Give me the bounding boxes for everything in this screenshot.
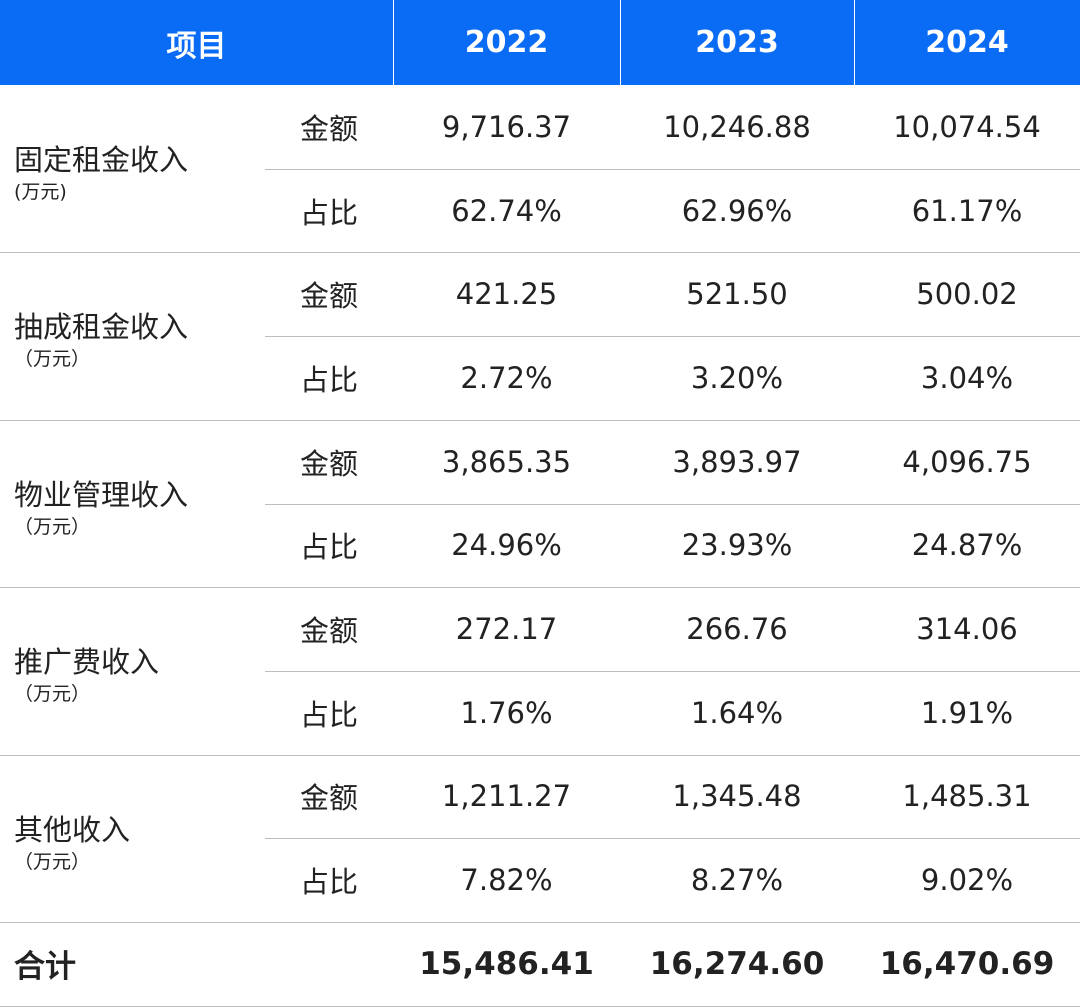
total-value: 16,274.60	[649, 945, 825, 982]
header-divider	[393, 0, 394, 85]
value-cell: 2.72%	[460, 360, 553, 395]
value-cell: 9,716.37	[441, 109, 572, 144]
metric-label: 金额	[299, 781, 358, 816]
value-cell: 421.25	[455, 277, 558, 312]
value-cell: 4,096.75	[902, 444, 1032, 479]
value-cell: 24.87%	[911, 528, 1023, 563]
value-cell: 62.74%	[451, 193, 562, 228]
metric-label: 占比	[299, 697, 358, 732]
value-cell: 314.06	[916, 612, 1018, 647]
value-cell: 3.20%	[690, 360, 784, 395]
metric-label: 金额	[299, 614, 358, 649]
group-unit: （万元）	[14, 515, 91, 538]
group-label: 推广费收入	[14, 645, 160, 680]
value-cell: 24.96%	[451, 528, 562, 563]
group-divider	[0, 252, 1080, 254]
group-unit: （万元）	[14, 850, 91, 873]
group-divider	[0, 587, 1080, 589]
row-divider	[265, 336, 1080, 338]
value-cell: 3,893.97	[672, 444, 802, 479]
group-divider	[0, 922, 1080, 923]
total-value: 16,470.69	[879, 945, 1055, 982]
group-unit: （万元）	[14, 683, 91, 706]
bottom-border	[0, 1005, 1080, 1007]
value-cell: 1,211.27	[441, 779, 572, 814]
group-label: 固定租金收入	[14, 143, 189, 177]
group-divider	[0, 754, 1080, 756]
value-cell: 500.02	[916, 277, 1018, 312]
value-cell: 1.91%	[920, 695, 1014, 730]
header-divider	[620, 0, 621, 85]
value-cell: 3,865.35	[441, 444, 572, 479]
value-cell: 10,074.54	[893, 109, 1041, 144]
group-label: 物业管理收入	[14, 477, 189, 512]
total-label: 合计	[14, 949, 76, 986]
value-cell: 1.64%	[690, 695, 784, 730]
header-cell: 2024	[854, 0, 1080, 85]
value-cell: 272.17	[455, 612, 558, 647]
metric-label: 占比	[299, 195, 358, 230]
group-label: 其他收入	[14, 812, 131, 847]
value-cell: 266.76	[686, 612, 788, 647]
metric-label: 占比	[299, 865, 358, 900]
value-cell: 62.96%	[681, 193, 793, 228]
header-divider	[854, 0, 855, 85]
value-cell: 61.17%	[911, 193, 1023, 228]
value-cell: 9.02%	[920, 863, 1014, 898]
value-cell: 1,345.48	[672, 779, 802, 814]
value-cell: 10,246.88	[663, 109, 811, 144]
row-divider	[265, 838, 1080, 840]
header-cell: 2023	[620, 0, 854, 85]
group-divider	[0, 419, 1080, 421]
value-cell: 7.82%	[460, 863, 553, 898]
group-unit: （万元）	[14, 348, 91, 371]
metric-label: 金额	[299, 279, 358, 314]
value-cell: 23.93%	[681, 528, 793, 563]
value-cell: 8.27%	[690, 863, 784, 898]
value-cell: 3.04%	[920, 360, 1014, 395]
total-value: 15,486.41	[419, 945, 594, 982]
row-divider	[265, 670, 1080, 672]
row-divider	[265, 168, 1080, 170]
metric-label: 金额	[299, 446, 358, 481]
header-cell: 2022	[393, 0, 620, 85]
value-cell: 1,485.31	[902, 779, 1032, 814]
metric-label: 占比	[299, 362, 358, 397]
value-cell: 521.50	[686, 277, 788, 312]
row-divider	[265, 503, 1080, 505]
group-unit: (万元)	[14, 181, 67, 203]
header-cell: 项目	[0, 0, 393, 85]
value-cell: 1.76%	[460, 695, 553, 730]
metric-label: 金额	[299, 111, 358, 146]
group-label: 抽成租金收入	[14, 310, 189, 345]
metric-label: 占比	[299, 530, 358, 565]
